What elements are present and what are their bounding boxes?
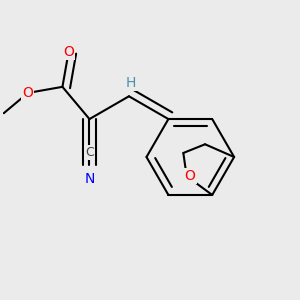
Text: H: H [125,76,136,90]
Text: O: O [22,86,33,100]
Text: N: N [84,172,95,186]
Text: O: O [185,169,196,183]
Text: C: C [85,146,94,159]
Text: O: O [63,45,74,59]
